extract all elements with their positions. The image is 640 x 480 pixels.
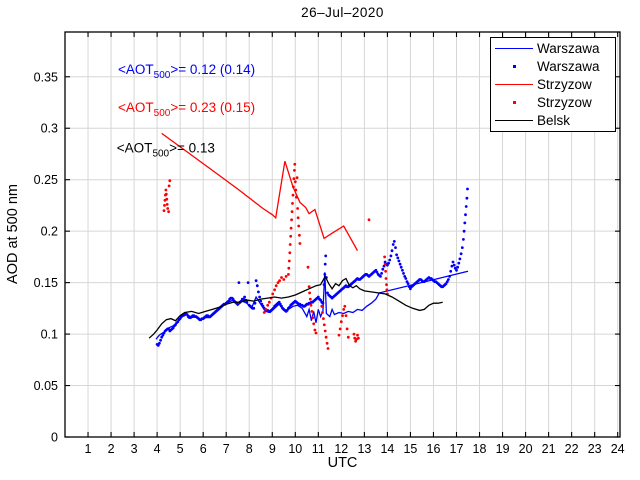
svg-text:13: 13 — [357, 442, 371, 456]
legend-line-sample — [495, 83, 533, 85]
svg-text:0.35: 0.35 — [34, 70, 58, 84]
chart-title: 26–Jul–2020 — [301, 5, 384, 20]
svg-text:0.05: 0.05 — [34, 379, 58, 393]
legend-line-swatch — [491, 42, 537, 56]
legend-line-sample — [495, 48, 533, 50]
legend-line-sample — [495, 119, 533, 121]
svg-text:14: 14 — [380, 442, 394, 456]
legend: Warszawa Warszawa Strzyzow Strzyzow Bels… — [490, 37, 616, 132]
svg-text:12: 12 — [334, 442, 348, 456]
legend-entry-warszawa-line: Warszawa — [491, 40, 615, 57]
legend-line-swatch — [491, 77, 537, 91]
legend-dot-swatch — [491, 95, 537, 109]
svg-text:24: 24 — [611, 442, 625, 456]
svg-text:8: 8 — [246, 442, 253, 456]
annotation-warszawa-aot: <AOT500>= 0.12 (0.14) — [118, 62, 255, 81]
svg-text:0.3: 0.3 — [41, 122, 58, 136]
svg-text:18: 18 — [473, 442, 487, 456]
svg-text:0.2: 0.2 — [41, 225, 58, 239]
svg-text:2: 2 — [108, 442, 115, 456]
svg-text:15: 15 — [403, 442, 417, 456]
legend-label: Warszawa — [537, 59, 600, 75]
legend-dot-swatch — [491, 60, 537, 74]
legend-label: Strzyzow — [537, 76, 592, 92]
svg-text:3: 3 — [131, 442, 138, 456]
x-axis-label: UTC — [327, 455, 358, 471]
series-strzyzow-dots — [162, 162, 389, 350]
legend-dot-sample — [512, 65, 516, 69]
legend-dot-sample — [512, 100, 516, 104]
legend-label: Strzyzow — [537, 94, 592, 110]
legend-entry-belsk-line: Belsk — [491, 112, 615, 129]
svg-text:23: 23 — [588, 442, 602, 456]
legend-label: Warszawa — [537, 41, 600, 57]
svg-text:0: 0 — [51, 431, 58, 445]
svg-text:19: 19 — [496, 442, 510, 456]
svg-text:0.1: 0.1 — [41, 328, 58, 342]
y-tick-labels: 0 0.05 0.1 0.15 0.2 0.25 0.3 0.35 — [34, 70, 58, 444]
legend-entry-strzyzow-dots: Strzyzow — [491, 94, 615, 111]
legend-line-swatch — [491, 113, 537, 127]
y-axis-label: AOD at 500 nm — [5, 184, 21, 284]
svg-text:0.25: 0.25 — [34, 173, 58, 187]
x-tick-labels: 1 2 3 4 5 6 7 8 9 10 11 12 13 14 15 16 17 18 19 20 21 22 23 24 — [85, 442, 625, 456]
svg-text:20: 20 — [519, 442, 533, 456]
svg-text:17: 17 — [450, 442, 464, 456]
legend-entry-warszawa-dots: Warszawa — [491, 58, 615, 75]
series-warszawa-dots — [155, 187, 469, 347]
svg-text:9: 9 — [269, 442, 276, 456]
svg-text:10: 10 — [288, 442, 302, 456]
svg-text:0.15: 0.15 — [34, 276, 58, 290]
legend-label: Belsk — [537, 112, 571, 128]
svg-text:6: 6 — [200, 442, 207, 456]
svg-text:22: 22 — [565, 442, 579, 456]
axis-ticks — [65, 32, 620, 438]
plot-border — [64, 31, 621, 438]
svg-text:11: 11 — [312, 442, 325, 456]
annotation-strzyzow-aot: <AOT500>= 0.23 (0.15) — [118, 100, 255, 119]
svg-text:4: 4 — [154, 442, 161, 456]
svg-text:16: 16 — [427, 442, 441, 456]
svg-text:21: 21 — [542, 442, 556, 456]
svg-text:5: 5 — [177, 442, 184, 456]
series-belsk-line — [148, 274, 443, 339]
legend-entry-strzyzow-line: Strzyzow — [491, 76, 615, 93]
svg-text:1: 1 — [85, 442, 92, 456]
svg-text:7: 7 — [223, 442, 230, 456]
annotation-belsk-aot: <AOT500>= 0.13 — [117, 140, 215, 159]
